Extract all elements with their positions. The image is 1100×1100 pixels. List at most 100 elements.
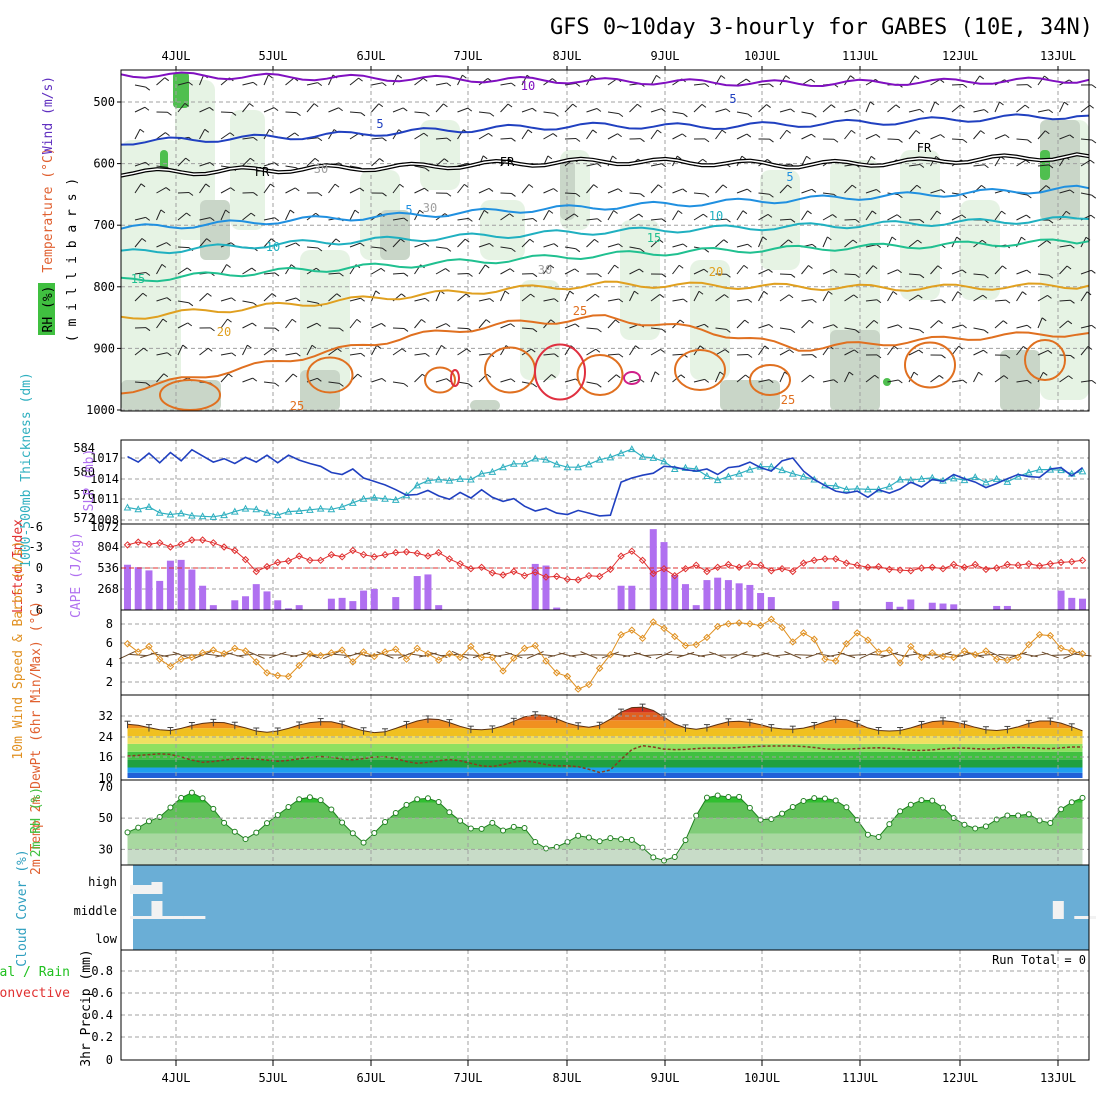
wind-barb <box>672 298 684 302</box>
wind-barb <box>715 108 727 113</box>
cape-tick-label: 1072 <box>90 520 119 534</box>
wind-barb-flag <box>811 113 817 118</box>
wind-barb <box>371 378 383 383</box>
cloud-axis-label: Cloud Cover (%) <box>15 849 30 966</box>
wind-barb <box>543 243 555 248</box>
wind10m-point <box>359 648 368 656</box>
wind-barb <box>758 379 770 383</box>
li-point <box>231 546 239 555</box>
rh-point <box>360 839 367 846</box>
wind-barb <box>371 345 378 356</box>
wind-barb-flag <box>422 77 428 82</box>
wind-barb-flag <box>869 101 875 106</box>
li-point <box>370 553 379 561</box>
wind-barb <box>715 349 726 356</box>
wind-barb <box>693 268 705 275</box>
contour-label: FR <box>500 155 515 169</box>
upper-air-frame <box>120 69 1090 412</box>
wind-barb-flag <box>1091 139 1097 144</box>
wind10m-point <box>735 619 743 627</box>
wind10m-barb <box>1073 653 1092 657</box>
wind-barb-flag <box>397 74 403 79</box>
wind10m-point <box>542 657 550 665</box>
wind-barb-flag <box>569 290 575 295</box>
wind-barb <box>650 294 661 302</box>
rh-tick-label: 70 <box>99 780 113 794</box>
wind-barb-flag <box>294 187 300 192</box>
bottom-date-tick: 7JUL <box>454 1071 483 1085</box>
wind-barb <box>478 319 487 329</box>
wind10m-barb <box>709 651 727 659</box>
wind-barb <box>951 83 964 86</box>
top-date-tick: 9JUL <box>651 49 680 63</box>
wind-barb <box>134 292 144 302</box>
wind-barb <box>779 294 790 302</box>
wind-barb <box>779 218 792 221</box>
wind-barb-flag <box>253 137 258 141</box>
wind-barb <box>865 299 877 302</box>
wind-barb-flag <box>703 213 708 218</box>
wind-barb <box>758 192 770 195</box>
cape-tick-label: 804 <box>97 540 119 554</box>
contour-label: 30 <box>423 201 437 215</box>
wind10m-point <box>166 662 175 671</box>
wind-barb <box>435 323 447 329</box>
cloud-high-bar <box>130 885 141 894</box>
wind-barb <box>693 291 700 302</box>
wind-barb <box>435 137 448 140</box>
rh-shade-dark <box>470 400 500 411</box>
cape-bar <box>413 576 421 610</box>
cape-bar <box>832 601 840 610</box>
wind-barb <box>177 267 188 275</box>
wind-barb-flag <box>354 209 360 214</box>
wind-barb-flag <box>681 133 687 138</box>
wind10m-barb <box>269 651 287 659</box>
rh-shade <box>121 140 181 410</box>
wind-barb-flag <box>511 137 516 142</box>
li-point <box>306 556 314 565</box>
rh-point <box>242 836 249 843</box>
wind10m-point <box>606 650 615 659</box>
cape-bar <box>1057 590 1065 610</box>
wind10m-point <box>402 655 411 663</box>
wind-barb-flag <box>1004 134 1010 139</box>
wind-barb <box>736 298 748 302</box>
wind-barb <box>994 134 1006 140</box>
rh-point <box>435 799 442 806</box>
li-point <box>960 563 969 572</box>
wind-barb-flag <box>378 103 384 108</box>
wind-barb <box>822 269 834 275</box>
wind-barb-flag <box>231 352 237 357</box>
wind-barb <box>371 290 377 302</box>
li-point <box>971 560 979 569</box>
cape-bar <box>692 605 700 610</box>
li-point <box>402 548 411 556</box>
wind-barb-flag <box>916 184 922 189</box>
wind10m-barb <box>730 651 748 659</box>
li-point <box>928 563 936 572</box>
wind-barb-flag <box>144 106 150 111</box>
wind-barb <box>650 108 662 113</box>
wind-barb <box>865 133 877 140</box>
wind-barb <box>306 322 318 329</box>
cape-bar <box>767 597 775 610</box>
wind-barb <box>1059 210 1067 221</box>
pressure-tick-label: 800 <box>93 280 115 294</box>
rh-tick-label: 30 <box>99 842 113 856</box>
wind-barb-flag <box>830 104 836 109</box>
wind-barb-flag <box>357 373 362 378</box>
wind-barb <box>607 298 619 302</box>
wind10m-barb <box>976 653 995 657</box>
thickness-point <box>1025 468 1033 476</box>
wind-barb-flag <box>1070 299 1075 304</box>
li-point <box>799 559 808 567</box>
thickness-point <box>241 504 250 512</box>
temp-band <box>127 736 1083 744</box>
li-point <box>252 567 260 576</box>
isotherm-25-cell <box>159 379 221 411</box>
wind-barb <box>650 184 659 194</box>
wind-barb <box>758 345 766 356</box>
wind-barb <box>263 74 269 86</box>
rh-point <box>811 795 818 802</box>
wind-barb <box>199 106 210 113</box>
